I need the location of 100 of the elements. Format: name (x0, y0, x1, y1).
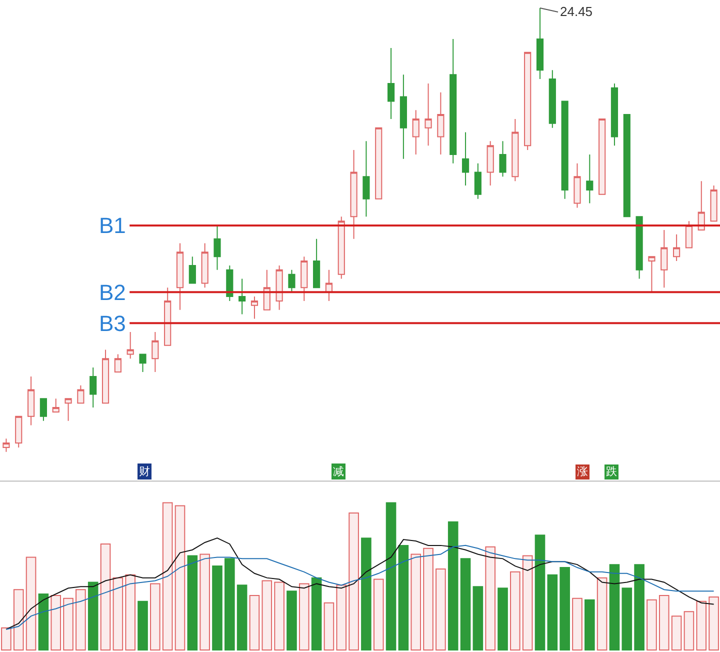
bar (696, 600, 707, 650)
candlestick (450, 38, 457, 164)
candlestick (64, 398, 72, 422)
bar (436, 568, 446, 650)
candlestick (685, 220, 693, 248)
bar (1, 627, 12, 650)
bar (125, 574, 136, 650)
bar (224, 558, 235, 650)
candlestick (673, 234, 680, 262)
candlestick (2, 438, 10, 452)
bar (510, 571, 520, 650)
candlestick (623, 114, 630, 218)
bar (187, 555, 198, 650)
candlestick (102, 349, 110, 404)
candlestick (139, 354, 146, 372)
candlestick (400, 74, 407, 160)
bar (348, 512, 359, 650)
candlestick (164, 287, 172, 346)
candlestick (52, 398, 60, 412)
text: 涨 (577, 466, 588, 478)
candlestick (536, 7, 544, 80)
candlestick (636, 216, 643, 280)
candlestick (214, 225, 221, 270)
bar (534, 534, 546, 650)
bar (622, 588, 632, 650)
bar (100, 543, 111, 650)
bar (584, 599, 595, 650)
bar (311, 577, 322, 650)
candlestick (548, 70, 556, 128)
candlestick (201, 242, 208, 288)
candlestick (15, 416, 22, 448)
candlestick (40, 398, 47, 422)
candlestick (474, 162, 482, 200)
candlestick (512, 118, 519, 182)
ref-line-label: B1 (99, 213, 126, 238)
bar (708, 596, 719, 650)
bar (63, 598, 74, 650)
bar (324, 602, 334, 650)
candlestick (462, 132, 470, 186)
text: 减 (333, 465, 344, 478)
bar (361, 538, 372, 650)
bar (262, 580, 272, 650)
candlestick (362, 140, 370, 218)
candlestick (561, 100, 568, 200)
candlestick (660, 229, 668, 288)
candlestick (276, 264, 283, 310)
candlestick (710, 185, 718, 222)
candlestick (250, 296, 258, 320)
bar (460, 558, 471, 650)
bar (274, 582, 284, 650)
ref-line-label: B3 (99, 311, 126, 336)
bar (609, 564, 620, 650)
bar (200, 554, 210, 650)
candlestick (90, 367, 97, 408)
candlestick (698, 180, 705, 230)
text: 跌 (606, 466, 617, 478)
bar (212, 566, 222, 650)
candlestick (126, 332, 134, 360)
bar (658, 594, 670, 650)
candlestick (524, 52, 532, 151)
bar (286, 590, 297, 650)
candlestick (152, 332, 159, 372)
bar (398, 544, 409, 650)
bar (448, 521, 458, 650)
candlestick (499, 140, 506, 178)
bar (671, 616, 682, 650)
bar (138, 600, 148, 650)
bar (472, 586, 484, 650)
bar (112, 577, 124, 650)
candlestick (300, 256, 308, 302)
bar (336, 584, 347, 650)
bar (634, 564, 644, 650)
candlestick (610, 82, 618, 146)
bar (572, 598, 582, 650)
bar (522, 555, 533, 650)
bar (13, 589, 24, 650)
bar (174, 505, 186, 650)
candlestick (263, 269, 270, 310)
bar (249, 594, 260, 650)
ref-line-label: B2 (99, 280, 126, 305)
candlestick (437, 92, 444, 155)
bar (684, 611, 694, 650)
candlestick (325, 269, 333, 302)
candlestick (338, 216, 345, 280)
candlestick (598, 118, 606, 195)
candlestick (574, 162, 581, 208)
bar (150, 583, 160, 650)
bar (88, 582, 98, 650)
candlestick (77, 384, 84, 404)
bar (485, 546, 496, 650)
bar (373, 578, 384, 650)
candlestick (288, 269, 296, 293)
bar (423, 548, 434, 650)
candlestick (412, 110, 420, 155)
bar (236, 584, 248, 650)
candlestick (375, 127, 382, 200)
candlestick (586, 154, 594, 204)
annotation: 24.45 (560, 4, 593, 19)
bar (386, 502, 396, 650)
bar (26, 556, 36, 650)
